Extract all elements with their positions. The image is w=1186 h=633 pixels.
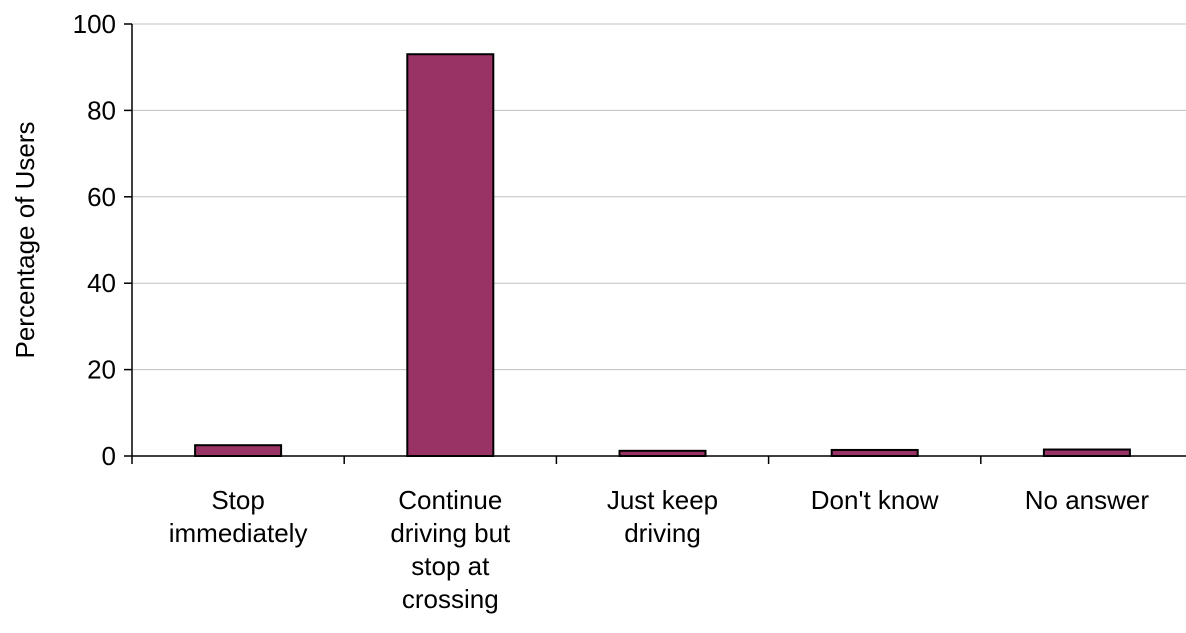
axes [124, 23, 1186, 464]
x-category-label-line: Don't know [811, 485, 939, 515]
bars [194, 53, 1131, 458]
y-axis-title: Percentage of Users [10, 121, 40, 358]
x-category-label-line: Stop [211, 485, 265, 515]
x-category-label-line: driving [624, 518, 701, 548]
x-category-label-line: crossing [402, 584, 499, 614]
x-category-label-5: No answer [1025, 485, 1150, 515]
y-tick-label-20: 20 [87, 355, 116, 385]
y-tick-label-0: 0 [102, 441, 116, 471]
x-category-label-line: driving but [390, 518, 511, 548]
x-category-label-line: stop at [411, 551, 490, 581]
x-category-label-2: Continue driving but stop at crossing [390, 485, 511, 614]
x-category-label-line: immediately [169, 518, 308, 548]
x-category-label-3: Just keep driving [607, 485, 718, 548]
bar-5 [1042, 448, 1131, 457]
x-category-label-line: Continue [398, 485, 502, 515]
x-category-label-1: Stop immediately [169, 485, 308, 548]
bar-2 [406, 53, 495, 458]
y-tick-label-100: 100 [73, 9, 116, 39]
y-tick-label-80: 80 [87, 95, 116, 125]
y-tick-label-60: 60 [87, 182, 116, 212]
y-tick-label-40: 40 [87, 268, 116, 298]
x-category-label-4: Don't know [811, 485, 939, 515]
x-category-label-line: Just keep [607, 485, 718, 515]
y-tick-labels: 0 20 40 60 80 100 [73, 9, 116, 471]
bar-4 [830, 448, 919, 457]
grid-lines [132, 23, 1186, 371]
x-category-labels: Stop immediately Continue driving but stop a… [169, 485, 1150, 614]
bar-1 [194, 444, 283, 458]
bar-3 [618, 449, 707, 458]
x-category-label-line: No answer [1025, 485, 1150, 515]
